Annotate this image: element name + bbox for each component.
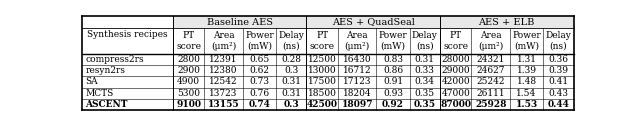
Text: SA: SA: [86, 78, 98, 86]
Bar: [307, 16, 440, 28]
Text: 12380: 12380: [209, 66, 238, 75]
Text: 2800: 2800: [177, 55, 200, 64]
Text: 0.76: 0.76: [250, 89, 269, 98]
Text: PT
score: PT score: [310, 31, 335, 51]
Text: 1.39: 1.39: [516, 66, 536, 75]
Text: 87000: 87000: [440, 100, 471, 109]
Text: 0.31: 0.31: [281, 89, 301, 98]
Text: 17500: 17500: [308, 78, 337, 86]
Text: 0.65: 0.65: [250, 55, 269, 64]
Text: 0.35: 0.35: [415, 89, 435, 98]
Text: Area
(μm²): Area (μm²): [211, 31, 236, 51]
Text: 42000: 42000: [442, 78, 470, 86]
Text: 0.31: 0.31: [415, 55, 435, 64]
Text: 26111: 26111: [476, 89, 505, 98]
Text: 0.36: 0.36: [548, 55, 568, 64]
Text: 0.91: 0.91: [383, 78, 403, 86]
Text: 13000: 13000: [308, 66, 337, 75]
Text: 1.54: 1.54: [516, 89, 537, 98]
Text: 25928: 25928: [475, 100, 506, 109]
Text: 0.73: 0.73: [250, 78, 269, 86]
Text: PT
score: PT score: [444, 31, 468, 51]
Text: 1.53: 1.53: [515, 100, 538, 109]
Text: 5300: 5300: [177, 89, 200, 98]
Text: MCTS: MCTS: [86, 89, 114, 98]
Text: 1.48: 1.48: [516, 78, 536, 86]
Text: Power
(mW): Power (mW): [379, 31, 408, 51]
Text: Delay
(ns): Delay (ns): [545, 31, 572, 51]
Text: PT
score: PT score: [176, 31, 201, 51]
Text: 25242: 25242: [476, 78, 505, 86]
Bar: [440, 16, 573, 28]
Text: 0.3: 0.3: [284, 66, 298, 75]
Text: 12391: 12391: [209, 55, 238, 64]
Text: 18500: 18500: [308, 89, 337, 98]
Bar: [173, 16, 307, 28]
Text: 0.92: 0.92: [382, 100, 404, 109]
Text: 0.62: 0.62: [250, 66, 269, 75]
Text: AES + ELB: AES + ELB: [479, 18, 535, 27]
Text: 9100: 9100: [176, 100, 201, 109]
Text: 0.3: 0.3: [284, 100, 299, 109]
Text: 12500: 12500: [308, 55, 337, 64]
Text: 0.31: 0.31: [281, 78, 301, 86]
Text: Synthesis recipes: Synthesis recipes: [88, 30, 168, 39]
Text: 42500: 42500: [307, 100, 338, 109]
Text: 18097: 18097: [341, 100, 373, 109]
Text: 24321: 24321: [477, 55, 505, 64]
Text: 13723: 13723: [209, 89, 238, 98]
Text: Delay
(ns): Delay (ns): [412, 31, 438, 51]
Text: 13155: 13155: [208, 100, 239, 109]
Text: compress2rs: compress2rs: [86, 55, 144, 64]
Text: Power
(mW): Power (mW): [245, 31, 274, 51]
Text: 12542: 12542: [209, 78, 238, 86]
Text: 0.33: 0.33: [415, 66, 435, 75]
Text: 18204: 18204: [343, 89, 371, 98]
Text: 16430: 16430: [343, 55, 371, 64]
Text: 0.43: 0.43: [548, 89, 568, 98]
Text: 0.35: 0.35: [414, 100, 436, 109]
Text: 0.83: 0.83: [383, 55, 403, 64]
Text: 0.28: 0.28: [281, 55, 301, 64]
Text: 2900: 2900: [177, 66, 200, 75]
Text: 1.31: 1.31: [516, 55, 536, 64]
Text: 28000: 28000: [442, 55, 470, 64]
Text: 4900: 4900: [177, 78, 200, 86]
Text: Baseline AES: Baseline AES: [207, 18, 273, 27]
Text: 47000: 47000: [442, 89, 470, 98]
Text: resyn2rs: resyn2rs: [86, 66, 125, 75]
Text: 0.74: 0.74: [248, 100, 271, 109]
Text: AES + QuadSeal: AES + QuadSeal: [332, 18, 415, 27]
Text: Area
(μm²): Area (μm²): [478, 31, 503, 51]
Text: 17123: 17123: [343, 78, 371, 86]
Text: 29000: 29000: [442, 66, 470, 75]
Text: 0.93: 0.93: [383, 89, 403, 98]
Text: Power
(mW): Power (mW): [512, 31, 541, 51]
Text: ASCENT: ASCENT: [86, 100, 128, 109]
Text: Delay
(ns): Delay (ns): [278, 31, 304, 51]
Text: 0.34: 0.34: [415, 78, 435, 86]
Text: 0.44: 0.44: [547, 100, 570, 109]
Text: 0.39: 0.39: [548, 66, 568, 75]
Text: 0.86: 0.86: [383, 66, 403, 75]
Text: Area
(μm²): Area (μm²): [344, 31, 370, 51]
Text: 24627: 24627: [476, 66, 505, 75]
Text: 16712: 16712: [343, 66, 371, 75]
Text: 0.41: 0.41: [548, 78, 568, 86]
